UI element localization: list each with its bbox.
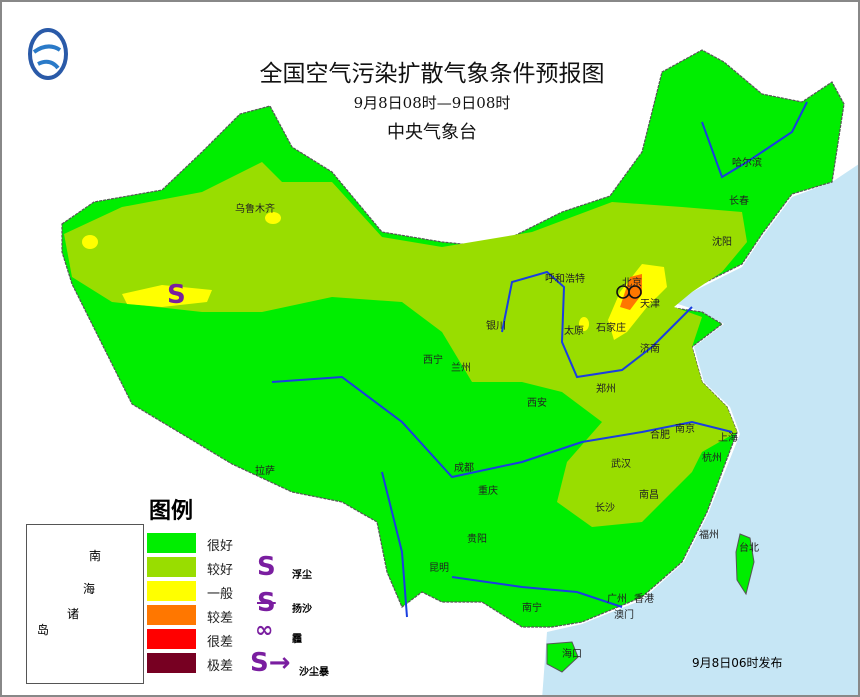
issue-time: 9月8日06时发布	[692, 656, 783, 670]
city-label: 拉萨	[255, 466, 275, 477]
zone-moderate	[265, 212, 281, 224]
city-label: 西安	[527, 398, 547, 409]
south-china-sea-inset: 南 海 诸 岛	[26, 524, 144, 684]
legend-swatch-very-good	[147, 533, 196, 553]
city-label: 北京	[622, 278, 642, 289]
inset-label: 岛	[37, 623, 50, 637]
legend-swatch-good	[147, 557, 196, 577]
city-label: 海口	[562, 649, 582, 660]
legend-label: 很差	[207, 635, 234, 650]
city-label: 武汉	[611, 459, 631, 470]
city-label: 南昌	[639, 490, 659, 501]
city-label: 重庆	[478, 486, 498, 497]
city-label: 南京	[675, 424, 695, 435]
city-label: 台北	[739, 543, 759, 554]
city-label: 香港	[634, 594, 654, 605]
city-label: 贵阳	[467, 534, 487, 545]
city-label: 合肥	[650, 430, 670, 441]
legend-label: 较差	[207, 611, 234, 626]
legend-title: 图例	[149, 499, 194, 524]
city-label: 西宁	[423, 355, 443, 366]
legend-swatch-very-poor	[147, 629, 196, 649]
legend-symbol-label: 浮尘	[292, 570, 312, 581]
inset-label: 南	[89, 549, 102, 563]
city-label: 广州	[607, 594, 627, 605]
legend-label: 极差	[207, 659, 234, 674]
legend-symbol-label: 扬沙	[292, 604, 312, 615]
city-label: 长春	[729, 196, 749, 207]
city-label: 乌鲁木齐	[235, 204, 275, 215]
city-label: 沈阳	[712, 237, 732, 248]
legend-symbol-label: 沙尘暴	[299, 667, 329, 678]
city-label: 兰州	[451, 363, 471, 374]
legend-symbol-label: 霾	[292, 634, 302, 645]
legend-label: 很好	[207, 539, 234, 554]
ocean	[542, 164, 858, 695]
city-label: 石家庄	[596, 323, 626, 334]
inset-label: 诸	[67, 607, 80, 621]
city-label: 澳门	[614, 610, 634, 621]
blowing-sand-icon: S	[257, 588, 276, 618]
map-title: 全国空气污染扩散气象条件预报图	[259, 61, 605, 87]
inset-label: 海	[83, 582, 96, 596]
city-label: 福州	[699, 530, 719, 541]
city-label: 天津	[640, 299, 660, 310]
haze-icon: ∞	[255, 618, 274, 643]
issuer: 中央气象台	[387, 122, 477, 143]
forecast-period: 9月8日08时—9日08时	[353, 94, 511, 112]
zone-moderate	[122, 285, 212, 307]
city-label: 南宁	[522, 603, 542, 614]
legend-swatch-moderate	[147, 581, 196, 601]
city-label: 太原	[564, 326, 584, 337]
city-label: 成都	[454, 463, 474, 474]
legend-label: 一般	[207, 587, 234, 602]
rivers	[271, 101, 808, 618]
city-label: 长沙	[595, 503, 615, 514]
haze-icon	[616, 285, 642, 299]
sandstorm-icon: S→	[250, 648, 291, 678]
zone-poor	[620, 274, 642, 310]
zone-moderate	[608, 264, 667, 340]
zone-moderate	[82, 235, 98, 249]
city-label: 济南	[640, 344, 660, 355]
city-label: 上海	[718, 433, 738, 444]
hainan	[546, 641, 579, 673]
cma-logo	[28, 28, 68, 80]
zone-good	[64, 162, 747, 527]
zone-moderate	[579, 317, 589, 331]
floating-dust-icon: S	[257, 552, 276, 582]
legend-label: 较好	[207, 563, 234, 578]
legend-swatch-poor	[147, 605, 196, 625]
city-label: 杭州	[702, 453, 722, 464]
city-label: 郑州	[596, 384, 616, 395]
taiwan	[735, 533, 755, 596]
city-label: 昆明	[429, 563, 449, 574]
city-label: 哈尔滨	[732, 158, 762, 169]
floating-dust-icon: S	[167, 280, 186, 310]
city-label: 呼和浩特	[545, 274, 585, 285]
city-label: 银川	[486, 321, 506, 332]
legend-swatch-extremely-poor	[147, 653, 196, 673]
